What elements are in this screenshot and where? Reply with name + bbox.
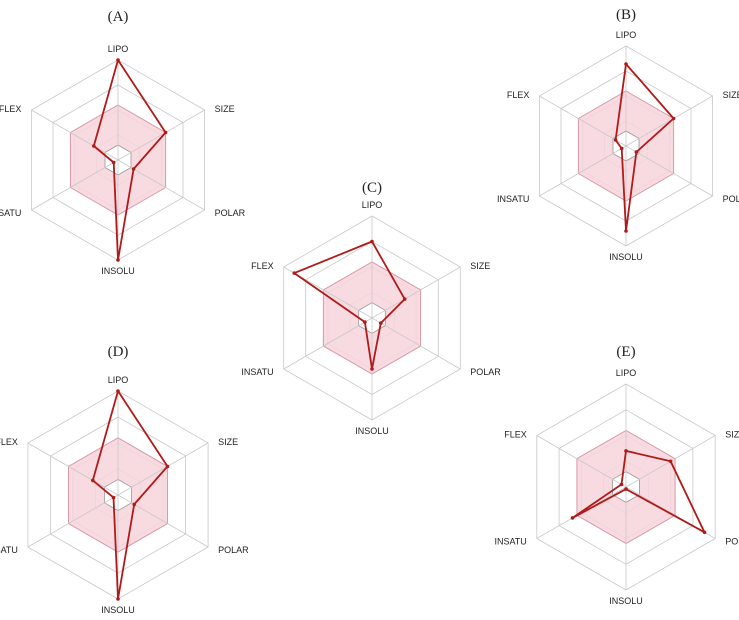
axis-label-insatu: INSATU [0,208,21,218]
data-point [370,367,374,371]
data-point [363,320,367,324]
axis-label-size: SIZE [218,437,238,447]
data-point [92,144,96,148]
axis-label-lipo: LIPO [108,44,129,54]
axis-label-flex: FLEX [0,104,21,114]
axis-label-size: SIZE [725,430,739,440]
data-point [402,297,407,301]
data-point [131,167,136,171]
axis-label-insatu: INSATU [497,194,529,204]
panel-label: (C) [362,180,382,196]
data-point [370,239,374,244]
data-point [619,482,624,487]
data-point [668,459,673,464]
panel-label: (E) [616,344,635,360]
data-point [624,487,628,491]
axis-spoke [539,145,627,197]
radar-panel-c: (C) LIPO SIZE POLAR INSOLU INSATU FLEX [241,180,501,436]
axis-spoke [27,494,119,548]
axis-label-insolu: INSOLU [609,596,643,606]
data-point [292,271,297,275]
radar-panel-e: (E) LIPO SIZE POLAR INSOLU INSATU FLEX [494,344,739,606]
axis-spoke [31,159,119,211]
radar-panel-d: (D) LIPO SIZE POLAR INSOLU INSATU FLEX [0,344,249,615]
data-point [624,229,628,233]
axis-spoke [117,442,209,496]
data-point [163,130,168,135]
axis-spoke [371,266,461,319]
panel-label: (B) [616,7,636,23]
radar-panel-a: (A) LIPO SIZE POLAR INSOLU INSATU FLEX [0,9,246,276]
axis-label-insolu: INSOLU [101,605,135,615]
axis-label-lipo: LIPO [616,30,637,40]
axis-label-flex: FLEX [504,430,527,440]
axis-label-polar: POLAR [215,208,246,218]
axis-label-insatu: INSATU [241,367,273,377]
data-point [116,258,120,262]
axis-label-polar: POLAR [725,537,739,547]
axis-label-size: SIZE [723,90,739,100]
data-point [379,321,383,325]
axis-label-polar: POLAR [723,194,739,204]
axis-label-insolu: INSOLU [355,426,389,436]
data-point [91,478,95,483]
axis-label-size: SIZE [470,261,490,271]
panel-label: (D) [108,344,129,360]
axis-label-size: SIZE [215,104,235,114]
axis-label-insolu: INSOLU [101,266,135,276]
axis-label-flex: FLEX [251,261,274,271]
axis-spoke [27,442,119,496]
axis-spoke [625,145,713,197]
data-point [116,389,120,393]
data-point [165,464,170,469]
axis-label-flex: FLEX [507,90,530,100]
data-point [132,502,136,507]
axis-spoke [536,435,627,488]
axis-label-insatu: INSATU [0,545,18,555]
radar-panel-b: (B) LIPO SIZE POLAR INSOLU INSATU FLEX [497,7,739,262]
data-point [624,449,628,453]
axis-label-lipo: LIPO [362,200,383,210]
data-point [624,62,628,66]
data-point [619,146,624,151]
axis-label-polar: POLAR [470,367,501,377]
data-point [702,530,707,535]
axis-spoke [283,317,373,370]
data-point [111,495,116,500]
axis-label-lipo: LIPO [108,375,129,385]
axis-label-lipo: LIPO [616,368,637,378]
axis-label-insatu: INSATU [494,537,526,547]
axis-label-flex: FLEX [0,437,18,447]
axis-spoke [117,109,205,161]
data-point [111,160,116,165]
axis-label-polar: POLAR [218,545,249,555]
data-point [634,150,639,154]
axis-spoke [371,317,461,370]
axis-label-insolu: INSOLU [609,252,643,262]
data-point [613,138,618,142]
data-point [570,516,575,520]
data-point [116,597,120,601]
data-point [116,58,120,62]
axis-spoke [31,109,119,161]
panel-label: (A) [108,9,129,25]
axis-spoke [539,95,627,147]
data-point [671,116,676,121]
axis-spoke [625,95,713,147]
